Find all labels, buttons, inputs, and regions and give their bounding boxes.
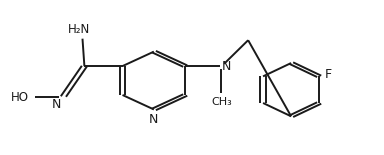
Text: F: F xyxy=(325,68,332,81)
Text: H₂N: H₂N xyxy=(68,23,90,36)
Text: CH₃: CH₃ xyxy=(211,97,232,106)
Text: HO: HO xyxy=(11,91,29,104)
Text: N: N xyxy=(149,113,159,126)
Text: N: N xyxy=(52,98,61,111)
Text: N: N xyxy=(222,60,231,73)
